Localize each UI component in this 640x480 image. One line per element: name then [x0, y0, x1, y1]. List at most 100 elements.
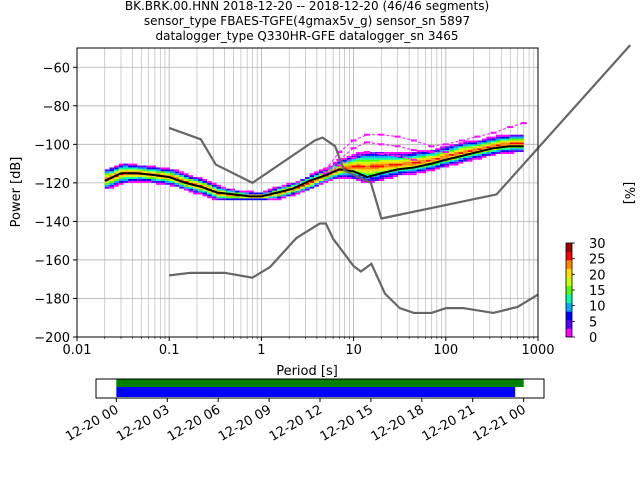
psd-cell: [328, 175, 333, 178]
psd-cell: [137, 179, 142, 181]
title-line-2: sensor_type FBAES-TGFE(4gmax5v_g) sensor…: [144, 14, 470, 28]
psd-cell: [290, 194, 296, 197]
psd-cell: [453, 150, 459, 153]
psd-cell: [430, 163, 436, 166]
psd-cell: [435, 148, 440, 151]
psd-cell: [463, 142, 468, 145]
psd-cell: [132, 163, 138, 166]
psd-cell: [239, 198, 245, 201]
psd-cell: [509, 140, 515, 143]
colorbar-segment: [566, 251, 572, 261]
psd-cell: [509, 136, 515, 139]
psd-cell: [351, 165, 357, 168]
psd-cell: [458, 152, 464, 154]
psd-cell: [309, 173, 315, 176]
psd-cell: [304, 182, 310, 185]
psd-cell: [444, 163, 450, 166]
psd-cell: [211, 196, 217, 199]
psd-cell: [272, 198, 277, 201]
psd-cell: [197, 182, 203, 185]
psd-cell: [165, 173, 170, 176]
psd-cell: [276, 186, 282, 189]
psd-cell: [439, 155, 445, 158]
psd-outlier-trace: [493, 126, 511, 134]
psd-cell: [370, 173, 375, 176]
psd-cell: [346, 177, 352, 180]
psd-cell: [188, 188, 194, 191]
psd-cell: [477, 146, 482, 149]
psd-cell: [402, 159, 408, 162]
psd-cell: [314, 182, 319, 185]
psd-cell: [295, 192, 301, 195]
psd-cell: [123, 169, 129, 172]
psd-cell: [365, 171, 371, 174]
psd-cell: [430, 155, 436, 158]
psd-cell: [104, 186, 110, 189]
colorbar-segment: [566, 328, 572, 338]
psd-cell: [258, 198, 264, 201]
psd-cell: [263, 192, 268, 195]
title-line-1: BK.BRK.00.HNN 2018-12-20 -- 2018-12-20 (…: [125, 0, 489, 13]
psd-cell: [444, 146, 450, 149]
psd-cell: [137, 165, 142, 168]
psd-cell: [249, 192, 254, 195]
psd-cell: [388, 171, 394, 174]
psd-cell: [165, 167, 170, 170]
psd-cell: [514, 150, 520, 153]
psd-cell: [109, 173, 115, 176]
psd-cell: [444, 153, 450, 156]
psd-cell: [230, 190, 236, 193]
psd-cell: [477, 155, 482, 158]
psd-cell: [388, 152, 394, 154]
psd-cell: [151, 171, 156, 174]
psd-cell: [318, 179, 324, 181]
psd-cell: [388, 175, 394, 178]
psd-cell: [374, 155, 380, 158]
psd-cell: [118, 179, 124, 181]
psd-cell: [384, 152, 389, 154]
psd-cell: [491, 153, 496, 156]
psd-cell: [374, 161, 380, 164]
psd-cell: [314, 184, 319, 187]
psd-cell: [183, 184, 189, 187]
psd-cell: [118, 177, 124, 180]
psd-cell: [114, 173, 119, 176]
psd-cell: [188, 184, 194, 187]
psd-cell: [509, 138, 515, 141]
psd-cell: [365, 161, 371, 164]
psd-cell: [165, 182, 170, 185]
psd-cell: [421, 157, 426, 160]
psd-cell: [411, 167, 417, 170]
psd-cell: [509, 150, 515, 153]
noise_model_low-line: [169, 222, 539, 315]
colorbar-segment: [566, 285, 572, 295]
psd-cell: [202, 182, 208, 185]
psd-cell: [477, 148, 482, 151]
psd-cell: [160, 180, 166, 183]
psd-cell: [472, 142, 478, 145]
psd-outlier-trace: [338, 147, 354, 161]
psd-cell: [402, 169, 408, 172]
colorbar-tick-label: 10: [589, 300, 606, 315]
psd-cell: [272, 196, 277, 199]
psd-cell: [416, 161, 422, 164]
psd-cell: [342, 159, 347, 162]
psd-cell: [146, 179, 152, 181]
psd-cell: [486, 153, 492, 156]
psd-cell: [514, 140, 520, 143]
psd-cell: [141, 171, 147, 174]
psd-cell: [193, 190, 198, 193]
psd-cell: [379, 165, 385, 168]
psd-cell: [202, 190, 208, 193]
psd-cell: [467, 146, 473, 149]
psd-cell: [439, 161, 445, 164]
psd-cell: [360, 180, 366, 183]
psd-cell: [384, 175, 389, 178]
psd-cell: [281, 186, 287, 189]
psd-cell: [104, 169, 110, 172]
psd-cell: [411, 152, 417, 154]
psd-cell: [458, 144, 464, 147]
psd-cell: [370, 180, 375, 183]
psd-cell: [505, 136, 510, 139]
psd-cell: [398, 161, 403, 164]
